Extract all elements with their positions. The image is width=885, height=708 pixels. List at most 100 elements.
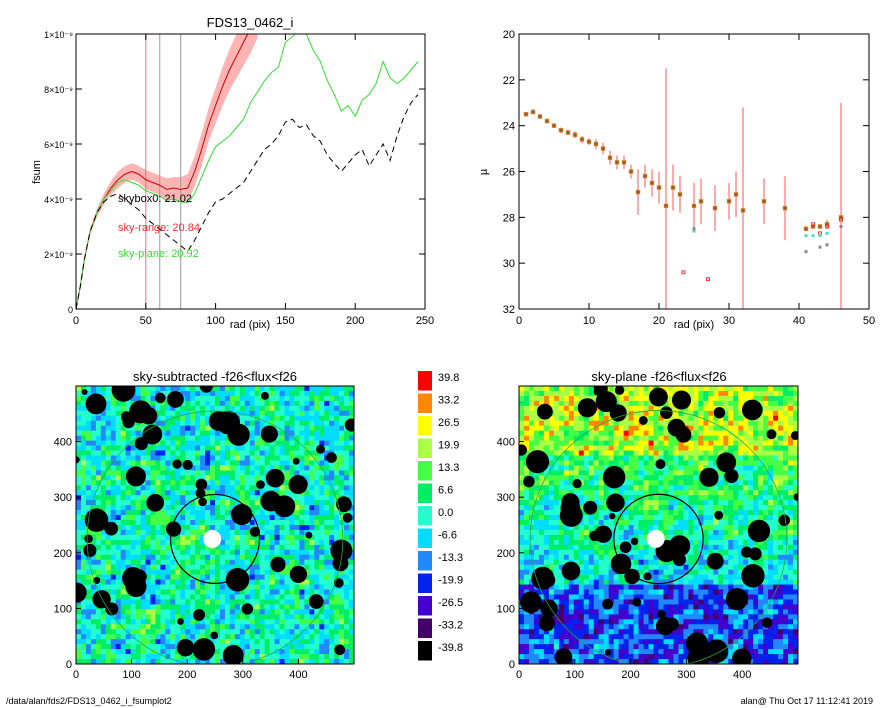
pixel: [115, 569, 122, 576]
pixel: [573, 386, 580, 392]
pixel: [254, 574, 261, 581]
pixel: [548, 400, 555, 407]
pixel: [140, 450, 147, 457]
pixel: [658, 450, 665, 457]
pixel: [528, 440, 535, 447]
pixel: [558, 405, 565, 412]
pixel: [773, 440, 779, 447]
pixel: [145, 510, 152, 516]
pixel: [80, 644, 87, 650]
pixel: [788, 386, 794, 392]
pixel: [284, 624, 291, 630]
pixel: [76, 614, 82, 620]
pixel: [633, 460, 640, 467]
pixel: [135, 485, 142, 491]
pixel: [105, 539, 112, 546]
pixel: [613, 510, 620, 516]
pixel: [783, 500, 789, 506]
pixel: [319, 644, 325, 650]
pixel: [165, 410, 171, 417]
data-point: [712, 205, 718, 211]
pixel: [563, 386, 570, 392]
pixel: [224, 495, 231, 501]
pixel: [210, 609, 216, 615]
pixel: [519, 420, 525, 427]
pixel: [150, 525, 157, 531]
pixel: [274, 604, 281, 610]
pixel: [783, 435, 789, 442]
pixel: [155, 574, 161, 581]
pixel: [653, 485, 660, 491]
pixel: [793, 390, 798, 397]
pixel: [349, 390, 354, 397]
pixel: [324, 515, 330, 521]
pixel: [758, 386, 764, 392]
pixel: [264, 619, 271, 625]
pixel: [623, 520, 630, 526]
pixel: [274, 529, 281, 536]
pixel: [100, 624, 107, 630]
pixel: [100, 639, 107, 645]
pixel: [105, 430, 112, 437]
pixel: [763, 425, 769, 432]
pixel: [205, 405, 211, 412]
pixel: [558, 400, 565, 407]
pixel: [314, 614, 320, 620]
pixel: [648, 445, 655, 452]
pixel: [155, 654, 161, 660]
pixel: [778, 425, 784, 432]
pixel: [200, 569, 206, 576]
pixel: [215, 579, 221, 586]
pixel: [269, 624, 276, 630]
pixel: [703, 485, 709, 491]
pixel: [90, 569, 97, 576]
pixel: [175, 440, 181, 447]
pixel: [215, 395, 221, 402]
pixel: [543, 510, 550, 516]
pixel: [339, 405, 345, 412]
pixel: [349, 475, 354, 481]
pixel: [548, 520, 555, 526]
pixel: [623, 470, 630, 476]
pixel: [304, 559, 310, 566]
pixel: [753, 475, 759, 481]
pixel: [274, 386, 281, 392]
colorbar-label: -26.5: [438, 597, 463, 609]
pixel: [284, 460, 291, 467]
pixel: [224, 554, 231, 561]
pixel: [733, 400, 739, 407]
pixel: [85, 599, 92, 606]
pixel: [638, 395, 645, 402]
pixel: [259, 450, 266, 457]
pixel: [553, 410, 560, 417]
pixel: [543, 445, 550, 452]
pixel: [329, 386, 335, 392]
pixel: [244, 405, 251, 412]
pixel: [120, 559, 127, 566]
pixel: [264, 420, 271, 427]
pixel: [763, 455, 769, 462]
pixel: [778, 485, 784, 491]
pixel: [180, 564, 186, 571]
pixel: [115, 579, 122, 586]
pixel: [130, 639, 137, 645]
chart-title: FDS13_0462_i: [207, 15, 294, 30]
pixel: [274, 614, 281, 620]
pixel: [294, 425, 300, 432]
pixel: [130, 425, 137, 432]
pixel: [698, 440, 704, 447]
pixel: [269, 569, 276, 576]
pixel: [588, 490, 595, 496]
pixel: [648, 410, 655, 417]
pixel: [239, 539, 246, 546]
pixel: [628, 475, 635, 481]
pixel: [205, 634, 211, 640]
pixel: [165, 425, 171, 432]
pixel: [753, 515, 759, 521]
pixel: [563, 460, 570, 467]
pixel: [120, 485, 127, 491]
pixel: [593, 440, 600, 447]
pixel: [160, 430, 166, 437]
pixel: [269, 460, 276, 467]
pixel: [289, 420, 296, 427]
